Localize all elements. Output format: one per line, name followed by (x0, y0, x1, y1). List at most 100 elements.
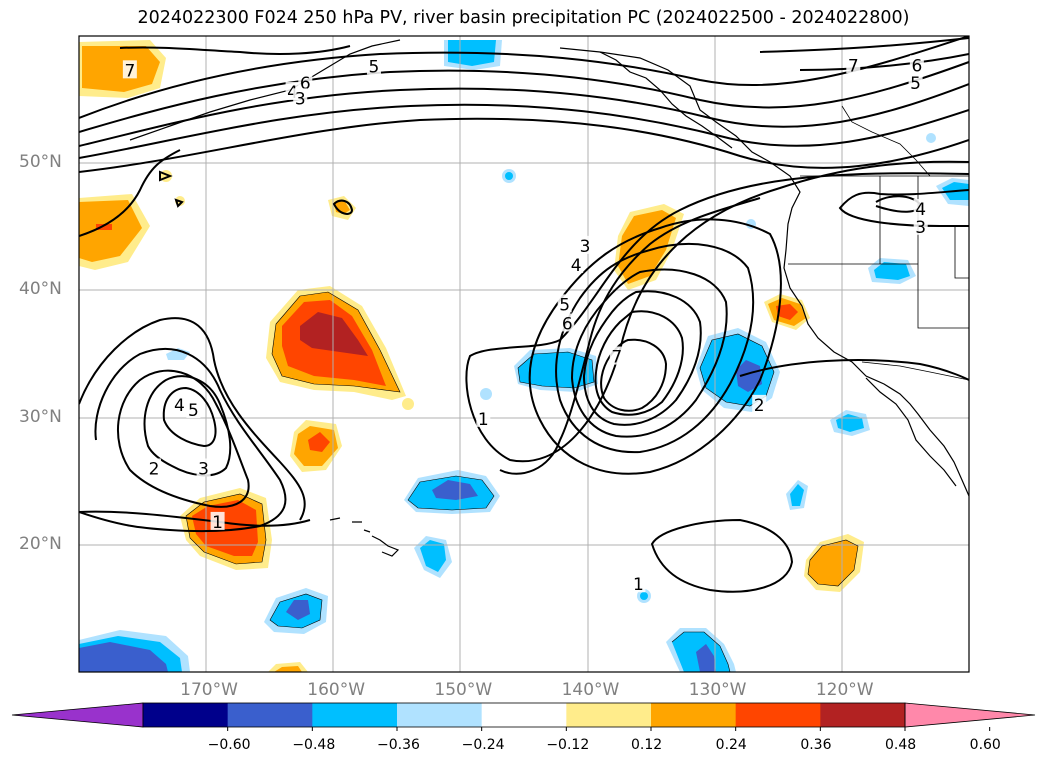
pv-contour-line (79, 36, 969, 119)
colorbar-segment (735, 703, 821, 727)
precip-blob-negative (420, 540, 446, 572)
pv-contour-line (465, 160, 969, 463)
contour-label: 7 (611, 348, 622, 368)
contour-label-bg (569, 254, 584, 273)
colorbar-tick-label: −0.36 (377, 737, 420, 753)
precip-blob-negative (505, 172, 513, 180)
border-mexico (861, 361, 969, 381)
precip-blob-negative (432, 480, 478, 500)
contour-label-bg (846, 55, 861, 74)
colorbar-segment (651, 703, 737, 727)
pv-contour-line (143, 375, 232, 477)
lon-tick-label: 130°W (688, 680, 747, 700)
contour-label: 2 (149, 459, 160, 479)
contour-label: 5 (910, 74, 921, 94)
colorbar-segment (312, 703, 398, 727)
pv-contour-line (79, 317, 306, 521)
pv-contour-line (499, 197, 761, 475)
contour-label-bg (578, 235, 593, 254)
contour-label: 1 (212, 513, 223, 533)
contour-label: 2 (754, 396, 765, 416)
precip-blob-negative (166, 348, 190, 360)
contour-label-bg (609, 346, 624, 365)
precip-blob-positive (300, 312, 368, 356)
precip-blob-positive (402, 398, 414, 410)
contour-label: 1 (478, 410, 489, 430)
colorbar-tick-label: 0.12 (631, 737, 663, 753)
contour-label: 7 (124, 61, 135, 81)
precip-shading (79, 40, 969, 672)
lat-tick-label: 50°N (19, 152, 62, 173)
precip-blob-positive (192, 500, 258, 556)
precip-blob-positive (776, 304, 798, 320)
contour-label-bg (186, 399, 201, 418)
pv-contour-line (582, 290, 702, 426)
contour-label-bg (476, 408, 491, 427)
colorbar-tick-label: −0.60 (207, 737, 251, 753)
pv-contour-line (79, 347, 287, 533)
coastline-north-america (559, 47, 969, 497)
precip-blob-negative (736, 360, 762, 392)
contour-label-bg (366, 56, 381, 75)
contour-label: 6 (300, 74, 311, 94)
precip-blob-positive (308, 432, 330, 452)
pv-contour-line (79, 83, 969, 147)
colorbar-extend-max (904, 702, 1036, 728)
lon-tick-label: 170°W (180, 680, 238, 700)
colorbar-segment (820, 703, 906, 727)
contour-label-bg (122, 60, 137, 79)
contour-label-bg (147, 458, 162, 477)
pv-contour-line (799, 53, 969, 71)
precip-blob-negative (480, 388, 492, 400)
colorbar-frame (142, 702, 906, 728)
pv-contour-line (79, 61, 969, 133)
precip-blob-positive (274, 666, 302, 672)
colorbar-tick-label: −0.24 (461, 737, 505, 753)
pv-contour-line (650, 518, 794, 593)
pv-contour-line (570, 268, 728, 438)
precip-blob-positive (808, 540, 858, 586)
precip-blob-negative (926, 133, 936, 143)
precip-blob-negative (640, 592, 648, 600)
colorbar-tick-label: −0.48 (292, 737, 336, 753)
contour-label: 3 (580, 237, 591, 257)
pv-contour-line (332, 199, 354, 215)
pv-contour-line (79, 149, 181, 237)
precip-blob-positive (82, 46, 160, 92)
precip-blob-negative (696, 644, 716, 672)
contour-label-bg (909, 55, 924, 74)
contour-label: 7 (848, 56, 859, 76)
pv-contour-line (159, 170, 173, 182)
lon-tick-label: 120°W (815, 680, 874, 700)
contour-label: 4 (174, 396, 185, 416)
contour-label: 5 (188, 401, 199, 421)
contour-label-bg (631, 574, 646, 593)
precip-blob-positive (79, 200, 142, 262)
contour-label-bg (913, 216, 928, 235)
precip-blob-negative (874, 262, 910, 280)
colorbar (11, 702, 1036, 731)
colorbar-tick-label: 0.60 (969, 737, 1001, 753)
contour-label-bg (298, 73, 313, 92)
lon-tick-label: 150°W (434, 680, 493, 700)
border-us-states (788, 176, 969, 329)
colorbar-tick-label: 0.36 (800, 737, 832, 753)
contour-label-bg (172, 394, 187, 413)
precip-blob-negative (286, 600, 310, 620)
contour-label-bg (210, 511, 225, 530)
colorbar-extend-min (11, 702, 144, 728)
pv-contour-line (119, 45, 351, 55)
colorbar-segment (397, 703, 483, 727)
contour-label-bg (908, 73, 923, 92)
pv-contour-line (759, 37, 969, 53)
pv-contour-line (174, 198, 184, 208)
colorbar-segment (143, 703, 229, 727)
contour-label: 6 (562, 314, 573, 334)
colorbar-segment (481, 703, 567, 727)
map-frame (78, 35, 970, 673)
colorbar-tick-label: 0.24 (715, 737, 747, 753)
contour-label: 3 (295, 89, 306, 109)
lat-tick-label: 20°N (19, 533, 62, 554)
pv-contour-line (838, 189, 969, 227)
